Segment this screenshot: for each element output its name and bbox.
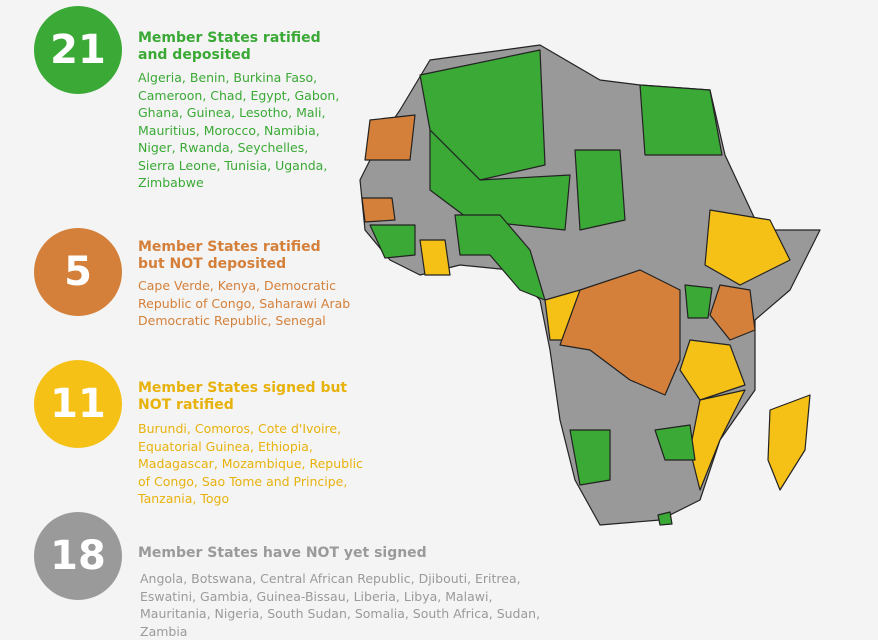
- group-heading: Member States ratified but NOT deposited: [138, 239, 321, 272]
- drc: [559, 269, 681, 396]
- group-heading: Member States ratified and deposited: [138, 30, 321, 63]
- tanzania: [679, 339, 746, 401]
- ethiopia: [704, 209, 791, 286]
- saharawi: [364, 114, 416, 161]
- country-list: Cape Verde, Kenya, Democratic Republic o…: [138, 278, 351, 328]
- count-circle: 11: [34, 360, 122, 448]
- country-list: Burundi, Comoros, Cote d'Ivoire, Equator…: [138, 421, 363, 506]
- country-list: Algeria, Benin, Burkina Faso, Cameroon, …: [138, 70, 340, 190]
- algeria: [419, 49, 546, 181]
- madagascar: [767, 394, 811, 491]
- group-heading: Member States signed but NOT ratified: [138, 380, 348, 413]
- west-coast: [369, 224, 416, 259]
- country-list: Angola, Botswana, Central African Republ…: [140, 571, 541, 639]
- count-circle: 5: [34, 228, 122, 316]
- chad: [574, 149, 626, 231]
- count-circle: 18: [34, 512, 122, 600]
- namibia: [569, 429, 611, 486]
- count-circle: 21: [34, 6, 122, 94]
- uganda: [684, 284, 713, 319]
- ghana-togo: [419, 239, 451, 276]
- egypt: [639, 84, 723, 156]
- group-heading: Member States have NOT yet signed: [138, 545, 427, 561]
- lesotho: [657, 511, 673, 526]
- zimbabwe: [654, 424, 696, 461]
- sahel: [429, 129, 571, 231]
- benin-cameroon: [454, 214, 546, 301]
- kenya: [709, 284, 756, 341]
- senegal: [361, 197, 396, 223]
